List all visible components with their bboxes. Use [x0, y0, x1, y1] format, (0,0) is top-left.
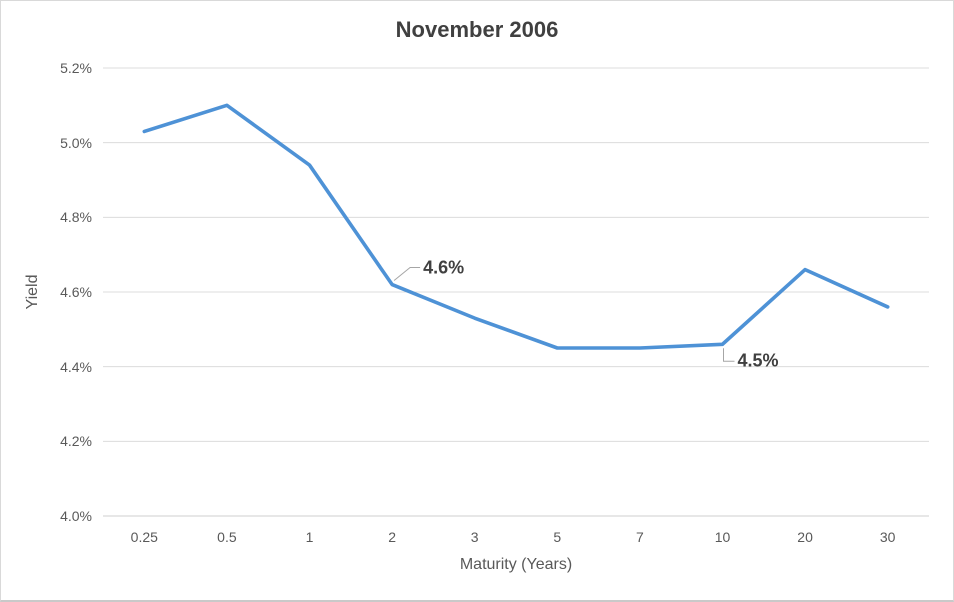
- x-tick-label: 5: [553, 529, 562, 545]
- y-tick-label: 5.2%: [60, 60, 92, 76]
- series-line-yield: [142, 103, 890, 350]
- data-label-4-5: 4.5%: [737, 350, 779, 371]
- x-tick-label: 7: [635, 529, 644, 545]
- y-tick-label: 4.6%: [60, 284, 92, 300]
- x-tick-label: 0.25: [130, 529, 158, 545]
- x-tick-label: 10: [714, 529, 731, 545]
- x-tick-label: 30: [879, 529, 896, 545]
- y-tick-label: 4.0%: [60, 508, 92, 524]
- x-tick-label: 2: [388, 529, 396, 545]
- x-tick-label: 20: [797, 529, 813, 545]
- y-tick-label: 4.8%: [60, 209, 92, 226]
- x-tick-label: 1: [305, 529, 314, 545]
- y-tick-label: 4.2%: [60, 433, 92, 450]
- chart-title: November 2006: [395, 17, 559, 42]
- callout-leader-line: [393, 267, 421, 281]
- data-label-4-6: 4.6%: [423, 257, 465, 278]
- x-tick-label: 0.5: [217, 529, 237, 545]
- callout-leader-line: [723, 348, 735, 362]
- x-tick-label: 3: [470, 529, 479, 545]
- y-tick-label: 5.0%: [60, 134, 92, 151]
- x-axis-title: Maturity (Years): [459, 556, 573, 573]
- y-tick-label: 4.4%: [60, 358, 92, 375]
